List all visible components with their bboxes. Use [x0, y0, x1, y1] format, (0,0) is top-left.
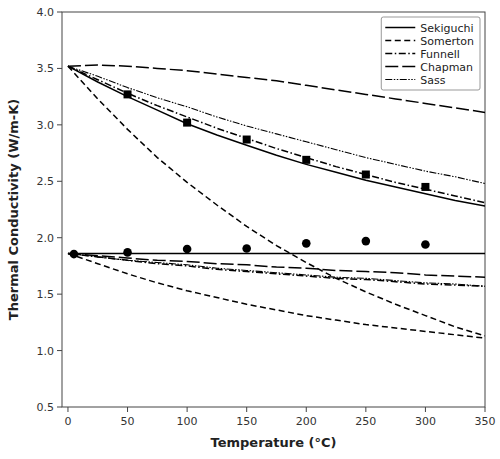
line [68, 254, 485, 339]
x-tick [127, 407, 128, 412]
legend: SekiguchiSomertonFunnellChapmanSass [381, 17, 480, 90]
line [68, 66, 485, 336]
markers [70, 90, 430, 258]
x-tick [187, 407, 188, 412]
y-tick-label: 1.0 [37, 345, 55, 358]
line [68, 66, 485, 183]
point-square [302, 156, 310, 164]
y-tick [57, 407, 62, 408]
x-tick-label: 250 [355, 415, 376, 428]
axes: 0 50 100 150 200 250 300 350 0.5 1.0 1.5 2.0 2.5 3.0 3… [37, 6, 496, 428]
plot-area [68, 65, 485, 338]
y-tick-label: 2.5 [37, 175, 55, 188]
y-tick-label: 1.5 [37, 288, 55, 301]
plot-frame [62, 12, 485, 407]
y-axis-label: Thermal Conductivity (W/m-K) [6, 99, 21, 320]
point-circle [421, 240, 430, 249]
x-tick-label: 200 [296, 415, 317, 428]
x-tick [306, 407, 307, 412]
point-square [183, 119, 191, 127]
legend-swatch [385, 79, 415, 80]
x-axis-label: Temperature (°C) [211, 435, 337, 450]
y-tick [57, 294, 62, 295]
point-circle [362, 237, 371, 246]
x-tick [485, 407, 486, 412]
line [68, 254, 485, 278]
x-tick [67, 407, 68, 412]
point-circle [183, 245, 192, 254]
line [68, 254, 485, 287]
x-tick-label: 0 [64, 415, 71, 428]
legend-label: Funnell [420, 48, 460, 61]
y-tick-label: 0.5 [37, 401, 55, 414]
y-tick [57, 12, 62, 13]
x-tick-label: 150 [236, 415, 257, 428]
legend-swatch [385, 66, 415, 68]
y-tick [57, 181, 62, 182]
point-circle [123, 248, 132, 257]
y-tick-label: 3.5 [37, 62, 55, 75]
y-tick-label: 3.0 [37, 119, 55, 132]
legend-swatch [385, 40, 415, 42]
legend-box [381, 17, 480, 90]
y-tick-label: 2.0 [37, 232, 55, 245]
point-circle [242, 244, 251, 253]
x-tick-label: 300 [415, 415, 436, 428]
legend-label: Somerton [420, 35, 474, 48]
y-tick [57, 237, 62, 238]
x-tick [246, 407, 247, 412]
legend-label: Sass [420, 74, 445, 87]
x-tick [365, 407, 366, 412]
point-square [421, 183, 429, 191]
legend-swatch [385, 53, 415, 55]
point-circle [302, 239, 311, 248]
x-tick-label: 100 [177, 415, 198, 428]
line [68, 254, 485, 287]
y-tick [57, 350, 62, 351]
point-circle [70, 250, 79, 259]
x-tick-label: 350 [475, 415, 496, 428]
x-tick [425, 407, 426, 412]
y-tick-label: 4.0 [37, 6, 55, 19]
legend-label: Sekiguchi [420, 22, 473, 35]
point-square [124, 90, 132, 98]
y-tick [57, 124, 62, 125]
y-tick [57, 68, 62, 69]
point-square [243, 136, 251, 144]
chart: 0 50 100 150 200 250 300 350 0.5 1.0 1.5 2.0 2.5 3.0 3… [0, 0, 500, 459]
legend-swatch [385, 27, 415, 29]
point-square [362, 171, 370, 179]
x-tick-label: 50 [121, 415, 135, 428]
legend-label: Chapman [420, 61, 473, 74]
